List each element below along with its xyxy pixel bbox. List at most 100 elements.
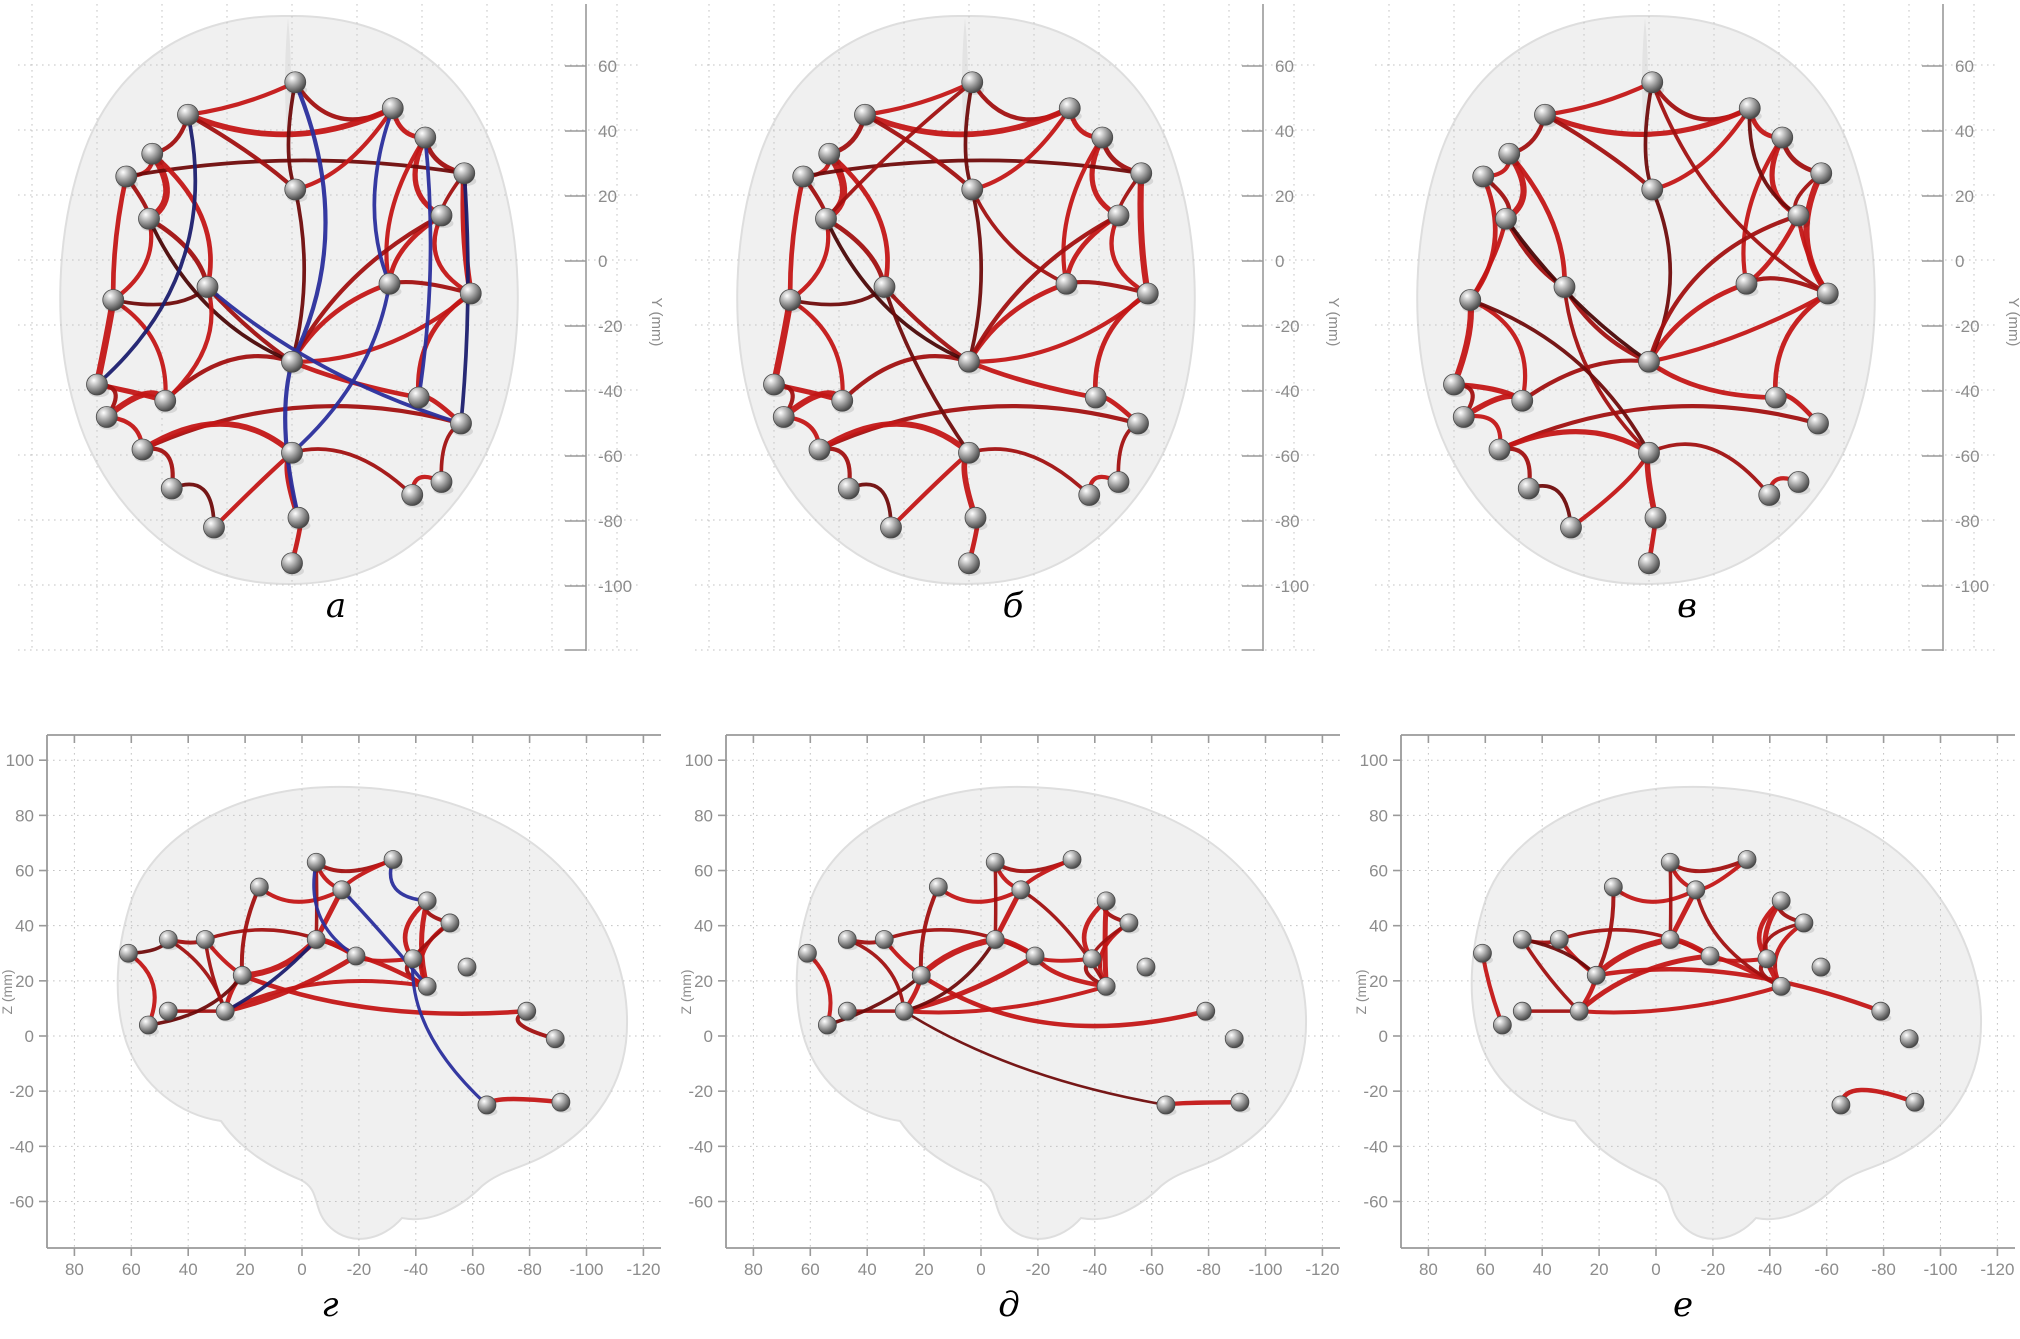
brain-node <box>958 552 980 575</box>
brain-node <box>831 389 854 412</box>
axis-tick-label: 20 <box>236 1260 255 1279</box>
axis-tick-label: -40 <box>9 1137 34 1156</box>
connection-edge <box>111 297 168 403</box>
connection-edge <box>1747 106 1801 218</box>
brain-node <box>1495 207 1517 230</box>
connection-edge <box>1650 80 1830 296</box>
axis-tick-label: 20 <box>1955 187 1974 206</box>
connection-edge <box>1594 967 1884 1014</box>
brain-node <box>958 350 980 373</box>
brain-node <box>417 891 437 911</box>
connection-edge <box>149 151 213 290</box>
axis-tick-label: -100 <box>598 577 632 596</box>
connection-edge <box>1647 442 1772 497</box>
brain-node <box>1107 204 1130 227</box>
connection-edge <box>1092 291 1151 400</box>
axis-tick-label: 20 <box>915 1260 934 1279</box>
connection-edge <box>787 174 806 303</box>
axis-tick-label: -100 <box>1275 577 1309 596</box>
brain-node <box>1787 471 1810 493</box>
brain-node <box>195 930 215 949</box>
brain-node <box>477 1095 497 1115</box>
brain-node <box>154 389 177 412</box>
connection-edge <box>1772 291 1831 400</box>
brain-node <box>1472 165 1495 188</box>
brain-node <box>115 165 138 188</box>
brain-node <box>1638 552 1660 575</box>
connection-edge <box>146 973 245 1027</box>
brain-node <box>281 350 303 373</box>
brain-node <box>1816 282 1839 305</box>
brain-node <box>1771 891 1791 911</box>
brain-node <box>1492 1015 1512 1035</box>
brain-node <box>958 441 980 464</box>
brain-node <box>450 412 472 435</box>
z-axis-label: Z (mm) <box>1353 969 1369 1014</box>
axis-tick-label: 60 <box>122 1260 141 1279</box>
axis-tick-label: 20 <box>598 187 617 206</box>
brain-node <box>403 949 423 969</box>
brain-node <box>808 438 831 461</box>
axis-tick-label: 0 <box>704 1027 713 1046</box>
brain-node <box>1107 471 1130 493</box>
brain-node <box>1794 913 1814 933</box>
connection-edge <box>1741 135 1785 286</box>
brain-node <box>911 965 931 985</box>
brain-node <box>1058 97 1081 120</box>
brain-node <box>551 1092 571 1112</box>
axis-tick-label: 40 <box>598 122 617 141</box>
y-axis-label: Y (mm) <box>1325 298 1342 347</box>
connection-edge <box>1506 151 1567 290</box>
axial-panel: 60 40 20 0 -20 -40 -60 -80 -100 Y (mm) <box>695 4 1342 651</box>
brain-node <box>817 1015 837 1035</box>
axis-tick-label: 60 <box>694 862 713 881</box>
axis-tick-label: -40 <box>404 1260 429 1279</box>
connection-edge <box>826 151 890 290</box>
axis-tick-label: -40 <box>1955 382 1980 401</box>
connection-edge <box>205 285 463 426</box>
connection-edge <box>240 973 530 1016</box>
connection-edge <box>824 80 975 221</box>
brain-node <box>1196 1001 1216 1021</box>
z-axis-label: Z (mm) <box>678 969 694 1014</box>
brain-node <box>215 1001 235 1021</box>
axis-tick-label: -20 <box>9 1082 34 1101</box>
brain-node <box>837 477 860 500</box>
brain-node <box>1569 1001 1589 1021</box>
axis-tick-label: 0 <box>1651 1260 1660 1279</box>
brain-node <box>1025 946 1045 966</box>
axis-tick-label: 20 <box>694 972 713 991</box>
connection-edge <box>1646 359 1779 400</box>
brain-node <box>1084 386 1107 409</box>
connection-edge <box>816 420 972 456</box>
axis-tick-label: 80 <box>65 1260 84 1279</box>
brain-node <box>453 162 476 185</box>
axis-tick-label: -100 <box>1248 1260 1282 1279</box>
connection-edge <box>185 105 396 138</box>
connection-edge <box>788 297 845 403</box>
brain-node <box>332 880 352 900</box>
connection-edge <box>293 106 395 192</box>
axis-tick-label: -60 <box>688 1192 713 1211</box>
axis-tick-label: 60 <box>1955 57 1974 76</box>
axis-tick-label: -20 <box>347 1260 372 1279</box>
brain-node <box>284 178 307 201</box>
connection-edge <box>882 284 972 364</box>
brain-node <box>1096 976 1116 996</box>
connection-edge <box>340 888 429 989</box>
brain-node <box>873 276 896 298</box>
connection-edge <box>1542 105 1753 137</box>
connection-edge <box>1577 984 1784 1015</box>
panel-caption-g: г <box>321 1285 339 1325</box>
brain-node <box>1119 913 1139 933</box>
brain-silhouette <box>59 14 519 585</box>
brain-node <box>985 852 1005 872</box>
brain-node <box>1452 406 1475 428</box>
axis-tick-label: 60 <box>801 1260 820 1279</box>
brain-silhouette <box>1416 14 1876 585</box>
connection-edge <box>862 105 1073 138</box>
connection-edge <box>290 281 392 455</box>
brain-node <box>1011 880 1031 900</box>
connection-edge <box>882 285 971 455</box>
axis-tick-label: 40 <box>1275 122 1294 141</box>
